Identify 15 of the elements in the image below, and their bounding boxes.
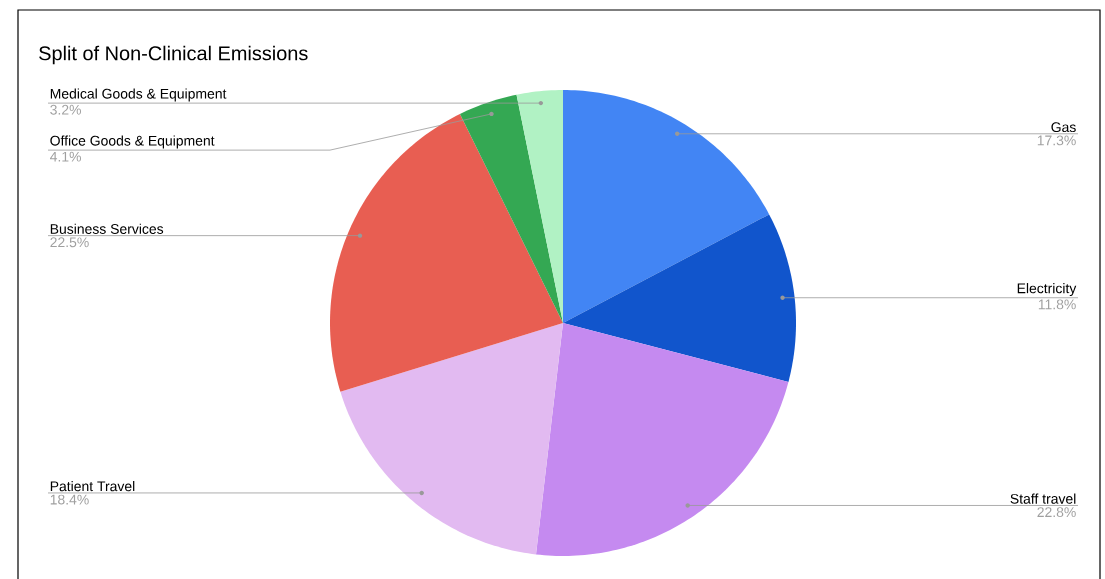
data-label: 22.8% — [1037, 507, 1076, 518]
data-label: 22.5% — [50, 237, 89, 248]
data-label: 4.1% — [50, 151, 81, 162]
data-label: 3.2% — [50, 104, 81, 115]
slice-label: Business Services — [50, 223, 164, 234]
chart-title: Split of Non-Clinical Emissions — [39, 45, 308, 65]
slice-label: Electricity — [1017, 283, 1077, 297]
data-label: 18.4% — [50, 494, 89, 505]
slice-label: Patient Travel — [50, 480, 135, 492]
slice-label: Office Goods & Equipment — [50, 135, 215, 149]
data-label: 11.8% — [1038, 299, 1076, 310]
slice-label: Gas — [1051, 122, 1076, 133]
slice-label: Staff travel — [1010, 493, 1076, 504]
data-label: 17.3% — [1037, 135, 1076, 146]
slice-label: Medical Goods & Equipment — [50, 88, 227, 102]
